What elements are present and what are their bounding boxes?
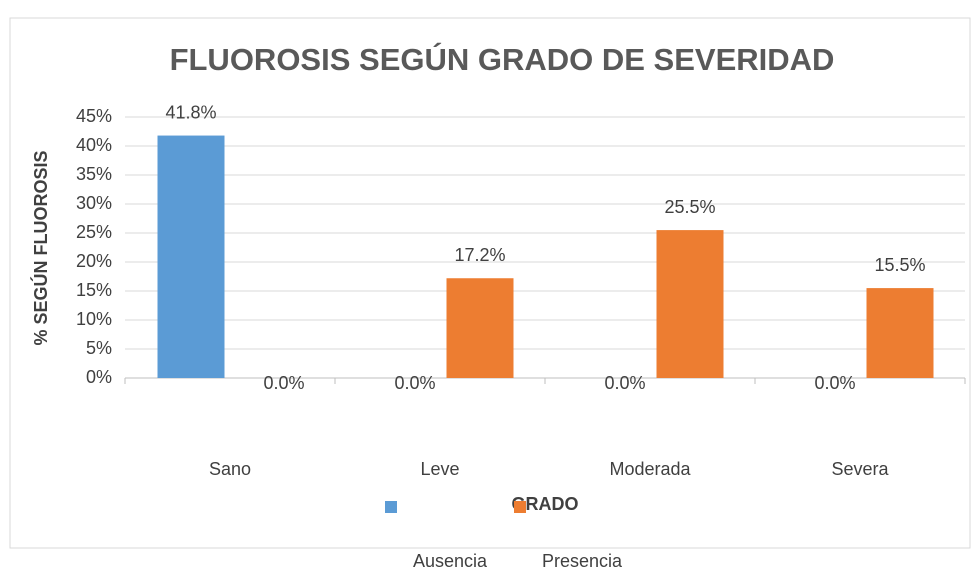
value-label: 0.0% <box>604 373 645 393</box>
y-tick-label: 35% <box>76 164 112 184</box>
y-tick-label: 40% <box>76 135 112 155</box>
y-tick-label: 20% <box>76 251 112 271</box>
legend-label: Ausencia <box>413 551 488 569</box>
value-label: 25.5% <box>664 197 715 217</box>
value-label: 0.0% <box>394 373 435 393</box>
x-tick-label: Sano <box>209 459 251 479</box>
y-tick-label: 30% <box>76 193 112 213</box>
bar <box>446 278 514 378</box>
value-label: 17.2% <box>454 245 505 265</box>
x-tick-label: Moderada <box>609 459 691 479</box>
value-label: 0.0% <box>814 373 855 393</box>
value-label: 15.5% <box>874 255 925 275</box>
legend-swatch <box>385 501 397 513</box>
bar <box>157 135 225 378</box>
y-tick-label: 25% <box>76 222 112 242</box>
y-axis-title: % SEGÚN FLUOROSIS <box>30 150 51 345</box>
bar <box>656 230 724 378</box>
chart-title: FLUOROSIS SEGÚN GRADO DE SEVERIDAD <box>170 41 835 77</box>
legend-label: Presencia <box>542 551 623 569</box>
x-tick-label: Severa <box>831 459 889 479</box>
y-tick-label: 15% <box>76 280 112 300</box>
y-tick-label: 10% <box>76 309 112 329</box>
value-label: 0.0% <box>263 373 304 393</box>
bar <box>866 288 934 378</box>
x-axis-title: GRADO <box>512 494 579 514</box>
value-label: 41.8% <box>165 102 216 122</box>
y-tick-label: 45% <box>76 106 112 126</box>
legend-swatch <box>514 501 526 513</box>
y-tick-label: 0% <box>86 367 112 387</box>
y-tick-label: 5% <box>86 338 112 358</box>
x-tick-label: Leve <box>420 459 459 479</box>
